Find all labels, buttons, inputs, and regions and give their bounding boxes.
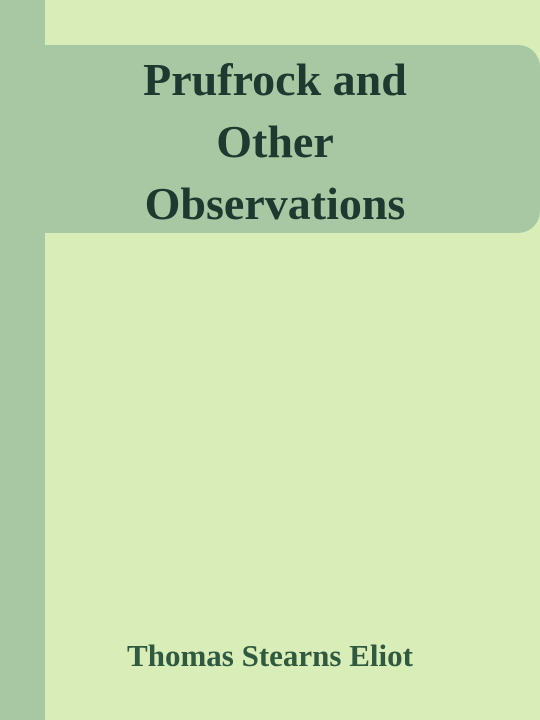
title-band [45, 45, 540, 233]
book-title-line: Prufrock and [143, 54, 407, 105]
book-title: Prufrock and Other Observations [45, 49, 505, 235]
book-title-line: Observations [144, 178, 406, 229]
cover-spine [0, 0, 45, 720]
book-title-line: Other [216, 116, 334, 167]
book-author: Thomas Stearns Eliot [127, 638, 413, 673]
